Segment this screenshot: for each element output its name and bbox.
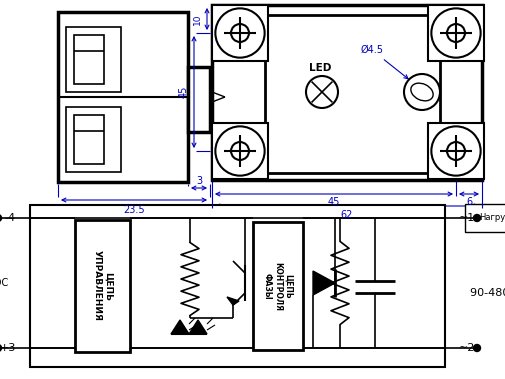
Circle shape xyxy=(0,215,2,221)
Bar xyxy=(212,123,268,179)
Bar xyxy=(265,15,439,173)
Text: 3-32В DC: 3-32В DC xyxy=(0,278,8,288)
Bar xyxy=(75,220,130,352)
Bar xyxy=(58,12,188,182)
Circle shape xyxy=(473,345,480,351)
Text: 3: 3 xyxy=(195,176,201,186)
Text: Нагрузка: Нагрузка xyxy=(479,213,505,222)
Text: ~1: ~1 xyxy=(458,213,474,223)
Polygon shape xyxy=(227,297,238,305)
Bar xyxy=(252,222,302,350)
Bar xyxy=(188,67,210,132)
Text: 45: 45 xyxy=(179,86,189,98)
Text: 62: 62 xyxy=(340,210,352,220)
Text: LED: LED xyxy=(308,63,331,73)
Bar xyxy=(30,205,444,367)
Bar xyxy=(74,35,104,84)
Bar xyxy=(74,115,104,164)
Bar xyxy=(427,123,483,179)
Text: +3: +3 xyxy=(0,343,16,353)
Bar xyxy=(427,5,483,61)
Bar xyxy=(66,27,121,92)
Text: 90-480В АС: 90-480В АС xyxy=(469,288,505,298)
Bar xyxy=(66,107,121,172)
Text: ЦЕПЬ
УПРАВЛЕНИЯ: ЦЕПЬ УПРАВЛЕНИЯ xyxy=(92,251,112,321)
Polygon shape xyxy=(189,320,207,334)
Bar xyxy=(464,204,505,232)
Text: ~2: ~2 xyxy=(458,343,474,353)
Circle shape xyxy=(473,215,480,221)
Circle shape xyxy=(0,345,2,351)
Text: ЦЕПЬ
КОНТРОЛЯ
ФАЗЫ: ЦЕПЬ КОНТРОЛЯ ФАЗЫ xyxy=(263,262,292,310)
Bar xyxy=(212,5,268,61)
Text: -4: -4 xyxy=(5,213,16,223)
Text: Ø4.5: Ø4.5 xyxy=(360,45,383,55)
Text: 23.5: 23.5 xyxy=(123,205,144,215)
Text: 45: 45 xyxy=(327,197,339,207)
Bar xyxy=(212,5,481,180)
Polygon shape xyxy=(313,271,334,295)
Text: 10: 10 xyxy=(192,13,201,25)
Text: 6: 6 xyxy=(465,197,471,207)
Polygon shape xyxy=(171,320,189,334)
